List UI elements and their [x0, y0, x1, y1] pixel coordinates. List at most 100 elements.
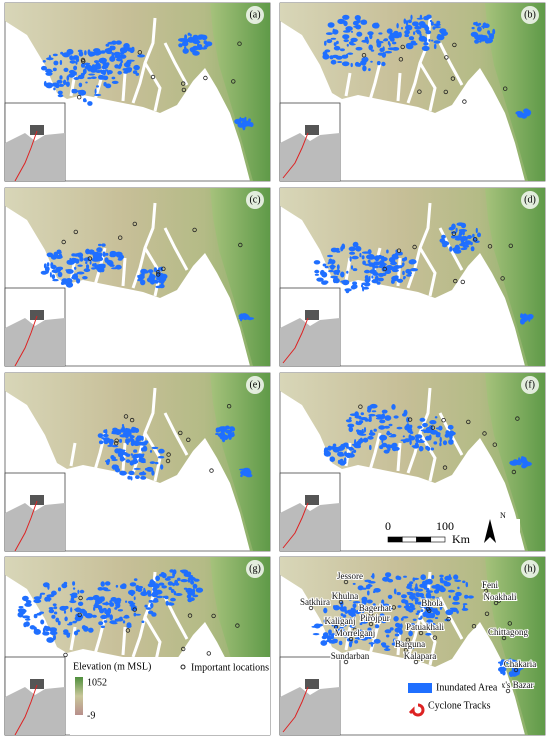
inundated-patch [84, 65, 93, 70]
inundated-patch [350, 607, 354, 614]
map-panel: (c) [4, 187, 271, 367]
inundated-patch [437, 34, 441, 37]
location-marker [343, 579, 349, 585]
inundated-patch [142, 273, 145, 276]
inundated-patch [332, 277, 337, 284]
location-marker [444, 55, 449, 60]
inundated-patch [505, 661, 513, 664]
inundated-patch [122, 620, 126, 624]
panel-label-bg [246, 191, 264, 209]
inundated-patch [431, 585, 438, 589]
inundated-patch [87, 51, 92, 55]
inundated-patch [77, 589, 80, 594]
inundated-patch [407, 42, 413, 48]
inset-map [279, 656, 341, 736]
inundated-patch [85, 81, 88, 84]
inundated-patch [407, 602, 414, 605]
inundated-patch [65, 81, 70, 87]
inundated-patch [135, 72, 140, 76]
inundated-patch [349, 251, 356, 255]
inundated-patch [100, 581, 105, 587]
inundated-patch [248, 317, 252, 321]
inundated-patch [380, 257, 388, 262]
inundated-patch [521, 460, 529, 464]
inundated-patch [325, 32, 333, 35]
panel-label: (f) [525, 379, 535, 390]
inundated-patch [368, 44, 373, 51]
inundated-patch [412, 618, 417, 621]
inundated-patch [58, 83, 65, 87]
inundated-patch [342, 443, 345, 449]
inundated-patch [380, 642, 387, 647]
inundated-patch [416, 588, 424, 592]
inundated-patch [429, 19, 433, 23]
inset-map [4, 656, 66, 736]
inundated-patch [111, 40, 117, 45]
map-panel: (h) Jessore SatkhiraKhulnaBagerhatPirojpur… [279, 556, 546, 736]
inundated-patch [154, 589, 163, 595]
inundated-patch [158, 267, 162, 270]
inundated-patch [240, 474, 243, 478]
inundated-patch [330, 275, 339, 279]
inundated-patch [174, 593, 183, 596]
river [418, 432, 437, 482]
inundated-patch [93, 603, 100, 609]
inundated-patch [241, 123, 244, 126]
inundated-patch [433, 26, 441, 29]
inundated-patch [412, 624, 417, 630]
inundated-patch [378, 32, 383, 35]
inundated-patch [389, 627, 394, 631]
inundated-patch [410, 14, 413, 20]
inundated-patch [342, 14, 350, 20]
inundated-patch [335, 55, 343, 60]
inundated-patch [325, 618, 329, 621]
inundated-patch [376, 38, 380, 45]
inundated-patch [57, 94, 64, 98]
inundated-patch [82, 610, 88, 617]
inundated-patch [161, 585, 167, 589]
inundated-patch [94, 63, 100, 69]
location-marker [496, 598, 502, 603]
inundated-patch [131, 455, 140, 459]
inundated-patch [404, 33, 410, 38]
inundated-patch [370, 49, 375, 52]
inundated-patch [367, 259, 371, 263]
location-marker [129, 417, 135, 423]
inundated-patch [192, 583, 198, 589]
inundated-patch [46, 594, 55, 598]
inundated-patch [447, 589, 455, 593]
inundated-patch [325, 639, 332, 643]
inundated-patch [415, 444, 419, 447]
location-marker [226, 404, 232, 409]
inundated-patch [147, 269, 154, 274]
location-marker [180, 646, 186, 652]
inundated-patch [361, 282, 368, 286]
inundated-patch [429, 612, 436, 619]
inundated-patch [416, 17, 424, 20]
inundated-patch [419, 446, 424, 452]
inundated-patch [185, 589, 193, 593]
inundated-patch [428, 39, 431, 42]
location-marker [441, 418, 446, 423]
inundated-patch [45, 71, 53, 76]
inundated-patch [421, 596, 425, 601]
inundated-patch [434, 416, 438, 419]
inundated-patch [321, 280, 328, 285]
location-marker [462, 99, 467, 104]
inundated-patch [178, 43, 183, 48]
river [69, 442, 77, 467]
inundated-patch [393, 446, 400, 451]
inundated-patch [426, 619, 434, 624]
location-marker [123, 414, 129, 419]
inundated-patch [47, 584, 50, 590]
inundated-patch [384, 50, 392, 54]
inundated-patch [165, 600, 169, 606]
inundated-patch [406, 585, 412, 589]
inundated-patch [463, 604, 466, 610]
inundated-patch [46, 57, 54, 61]
inundated-patch [433, 611, 441, 615]
river [344, 257, 352, 282]
inundated-patch [336, 40, 339, 45]
place-name: Bhola [421, 598, 443, 608]
